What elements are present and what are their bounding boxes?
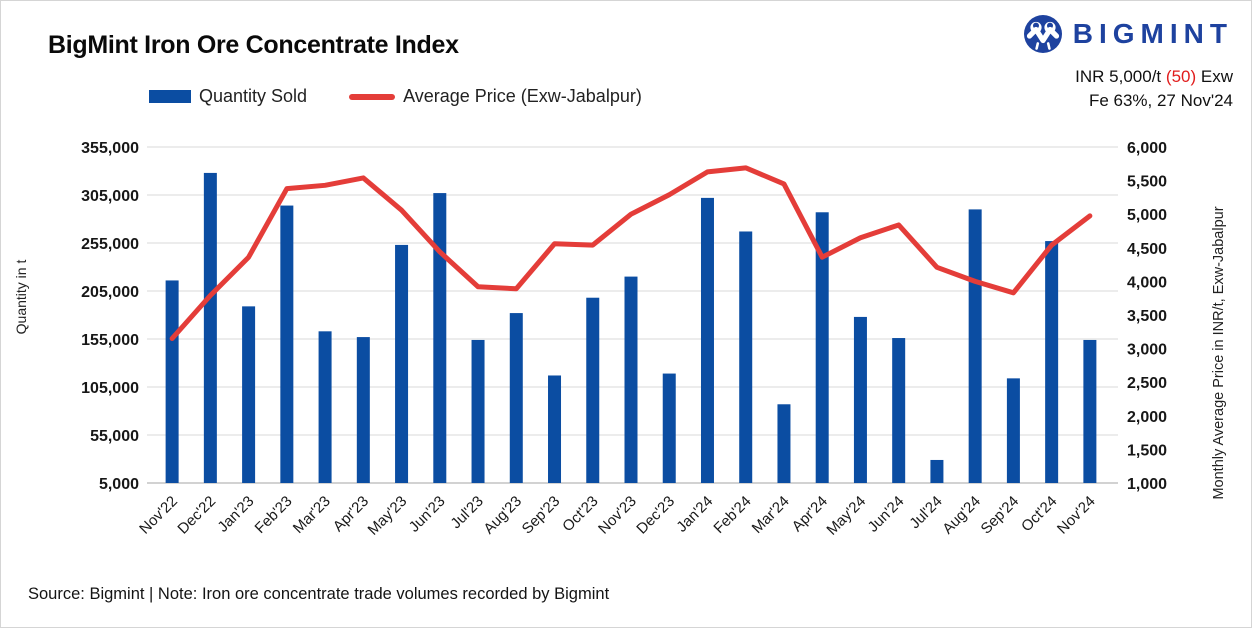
y-tick-label-right: 1,500	[1127, 442, 1167, 459]
legend-label-price: Average Price (Exw-Jabalpur)	[403, 86, 642, 106]
y-tick-label-right: 3,000	[1127, 342, 1167, 359]
x-tick-label: Aug'24	[939, 493, 984, 538]
y-tick-label-right: 2,000	[1127, 409, 1167, 426]
y-tick-label-left: 255,000	[81, 236, 139, 253]
y-tick-label-right: 2,500	[1127, 375, 1167, 392]
legend-swatch-quantity	[149, 90, 191, 103]
y-tick-label-right: 3,500	[1127, 308, 1167, 325]
bar	[586, 297, 600, 483]
x-tick-label: Mar'24	[749, 493, 793, 537]
legend-item-price: Average Price (Exw-Jabalpur)	[349, 86, 642, 107]
y-tick-label-left: 5,000	[99, 476, 139, 493]
bar	[548, 375, 562, 483]
y-tick-label-right: 5,500	[1127, 174, 1167, 191]
x-tick-label: Nov'22	[136, 493, 181, 538]
x-tick-label: Mar'23	[290, 493, 334, 537]
bar	[624, 276, 638, 483]
x-tick-label: Dec'23	[633, 493, 678, 538]
price-quote: INR 5,000/t (50) Exw Fe 63%, 27 Nov'24	[1075, 65, 1233, 113]
x-tick-label: Nov'24	[1054, 493, 1099, 538]
y-tick-label-right: 6,000	[1127, 140, 1167, 157]
x-tick-label: Sep'23	[519, 493, 564, 538]
bar	[739, 231, 753, 483]
y-tick-label-left: 55,000	[90, 428, 139, 445]
brand-wordmark: BIGMINT	[1072, 18, 1233, 49]
legend: Quantity Sold Average Price (Exw-Jabalpu…	[149, 86, 642, 107]
bigmint-icon	[1023, 15, 1062, 53]
y-tick-label-right: 4,000	[1127, 274, 1167, 291]
bar	[1006, 378, 1020, 483]
legend-item-quantity: Quantity Sold	[149, 86, 307, 107]
bar	[471, 339, 485, 483]
bar	[853, 316, 867, 483]
quote-change: (50)	[1165, 67, 1197, 86]
y-tick-label-left: 105,000	[81, 380, 139, 397]
bar	[433, 193, 447, 483]
page-title: BigMint Iron Ore Concentrate Index	[48, 31, 459, 59]
bar	[815, 212, 829, 483]
y-tick-label-right: 4,500	[1127, 241, 1167, 258]
bar	[1083, 339, 1097, 483]
x-tick-label: Jan'23	[214, 493, 257, 536]
x-tick-label: Jun'23	[406, 493, 449, 536]
x-tick-label: Feb'24	[710, 493, 754, 537]
bar	[165, 280, 179, 483]
y-tick-label-left: 305,000	[81, 188, 139, 205]
bar	[509, 313, 523, 483]
x-tick-label: Jan'24	[673, 493, 716, 536]
brand-logo: BIGMINT	[1023, 14, 1233, 54]
bar	[242, 306, 256, 483]
price-line	[169, 165, 1093, 342]
x-tick-label: Jun'24	[865, 493, 908, 536]
x-tick-label: Oct'24	[1018, 493, 1060, 535]
quote-line-1: INR 5,000/t (50) Exw	[1075, 65, 1233, 89]
x-tick-label: May'23	[365, 493, 411, 539]
bar	[318, 331, 332, 483]
y-tick-label-left: 155,000	[81, 332, 139, 349]
quote-spec: Fe 63%, 27 Nov'24	[1088, 91, 1233, 110]
quote-value: INR 5,000/t	[1075, 67, 1162, 86]
bar	[700, 197, 714, 483]
legend-swatch-price	[349, 93, 396, 100]
y-tick-label-left: 355,000	[81, 140, 139, 157]
bar	[662, 373, 676, 483]
legend-label-quantity: Quantity Sold	[199, 86, 308, 106]
y-tick-label-right: 1,000	[1127, 476, 1167, 493]
bar	[777, 404, 791, 483]
x-tick-label: Oct'23	[559, 493, 601, 535]
bar	[968, 209, 982, 483]
bar	[930, 459, 944, 483]
y-axis-title-right: Monthly Average Price in INR/t, Exw-Jaba…	[1211, 206, 1227, 499]
source-note: Source: Bigmint | Note: Iron ore concent…	[28, 585, 610, 603]
bar	[203, 172, 217, 484]
x-tick-label: Sep'24	[978, 493, 1023, 538]
y-axis-title-left: Quantity in t	[13, 260, 29, 335]
bar	[280, 205, 294, 483]
bar	[1045, 241, 1059, 483]
x-tick-label: Aug'23	[480, 493, 525, 538]
bar	[395, 244, 409, 483]
x-tick-label: May'24	[823, 493, 869, 539]
x-tick-label: Dec'22	[174, 493, 219, 538]
bar	[892, 338, 906, 483]
x-tick-label: Feb'23	[252, 493, 296, 537]
y-tick-label-right: 5,000	[1127, 207, 1167, 224]
y-tick-label-left: 205,000	[81, 284, 139, 301]
x-tick-label: Nov'23	[595, 493, 640, 538]
bar	[356, 337, 370, 483]
quote-unit: Exw	[1200, 67, 1233, 86]
